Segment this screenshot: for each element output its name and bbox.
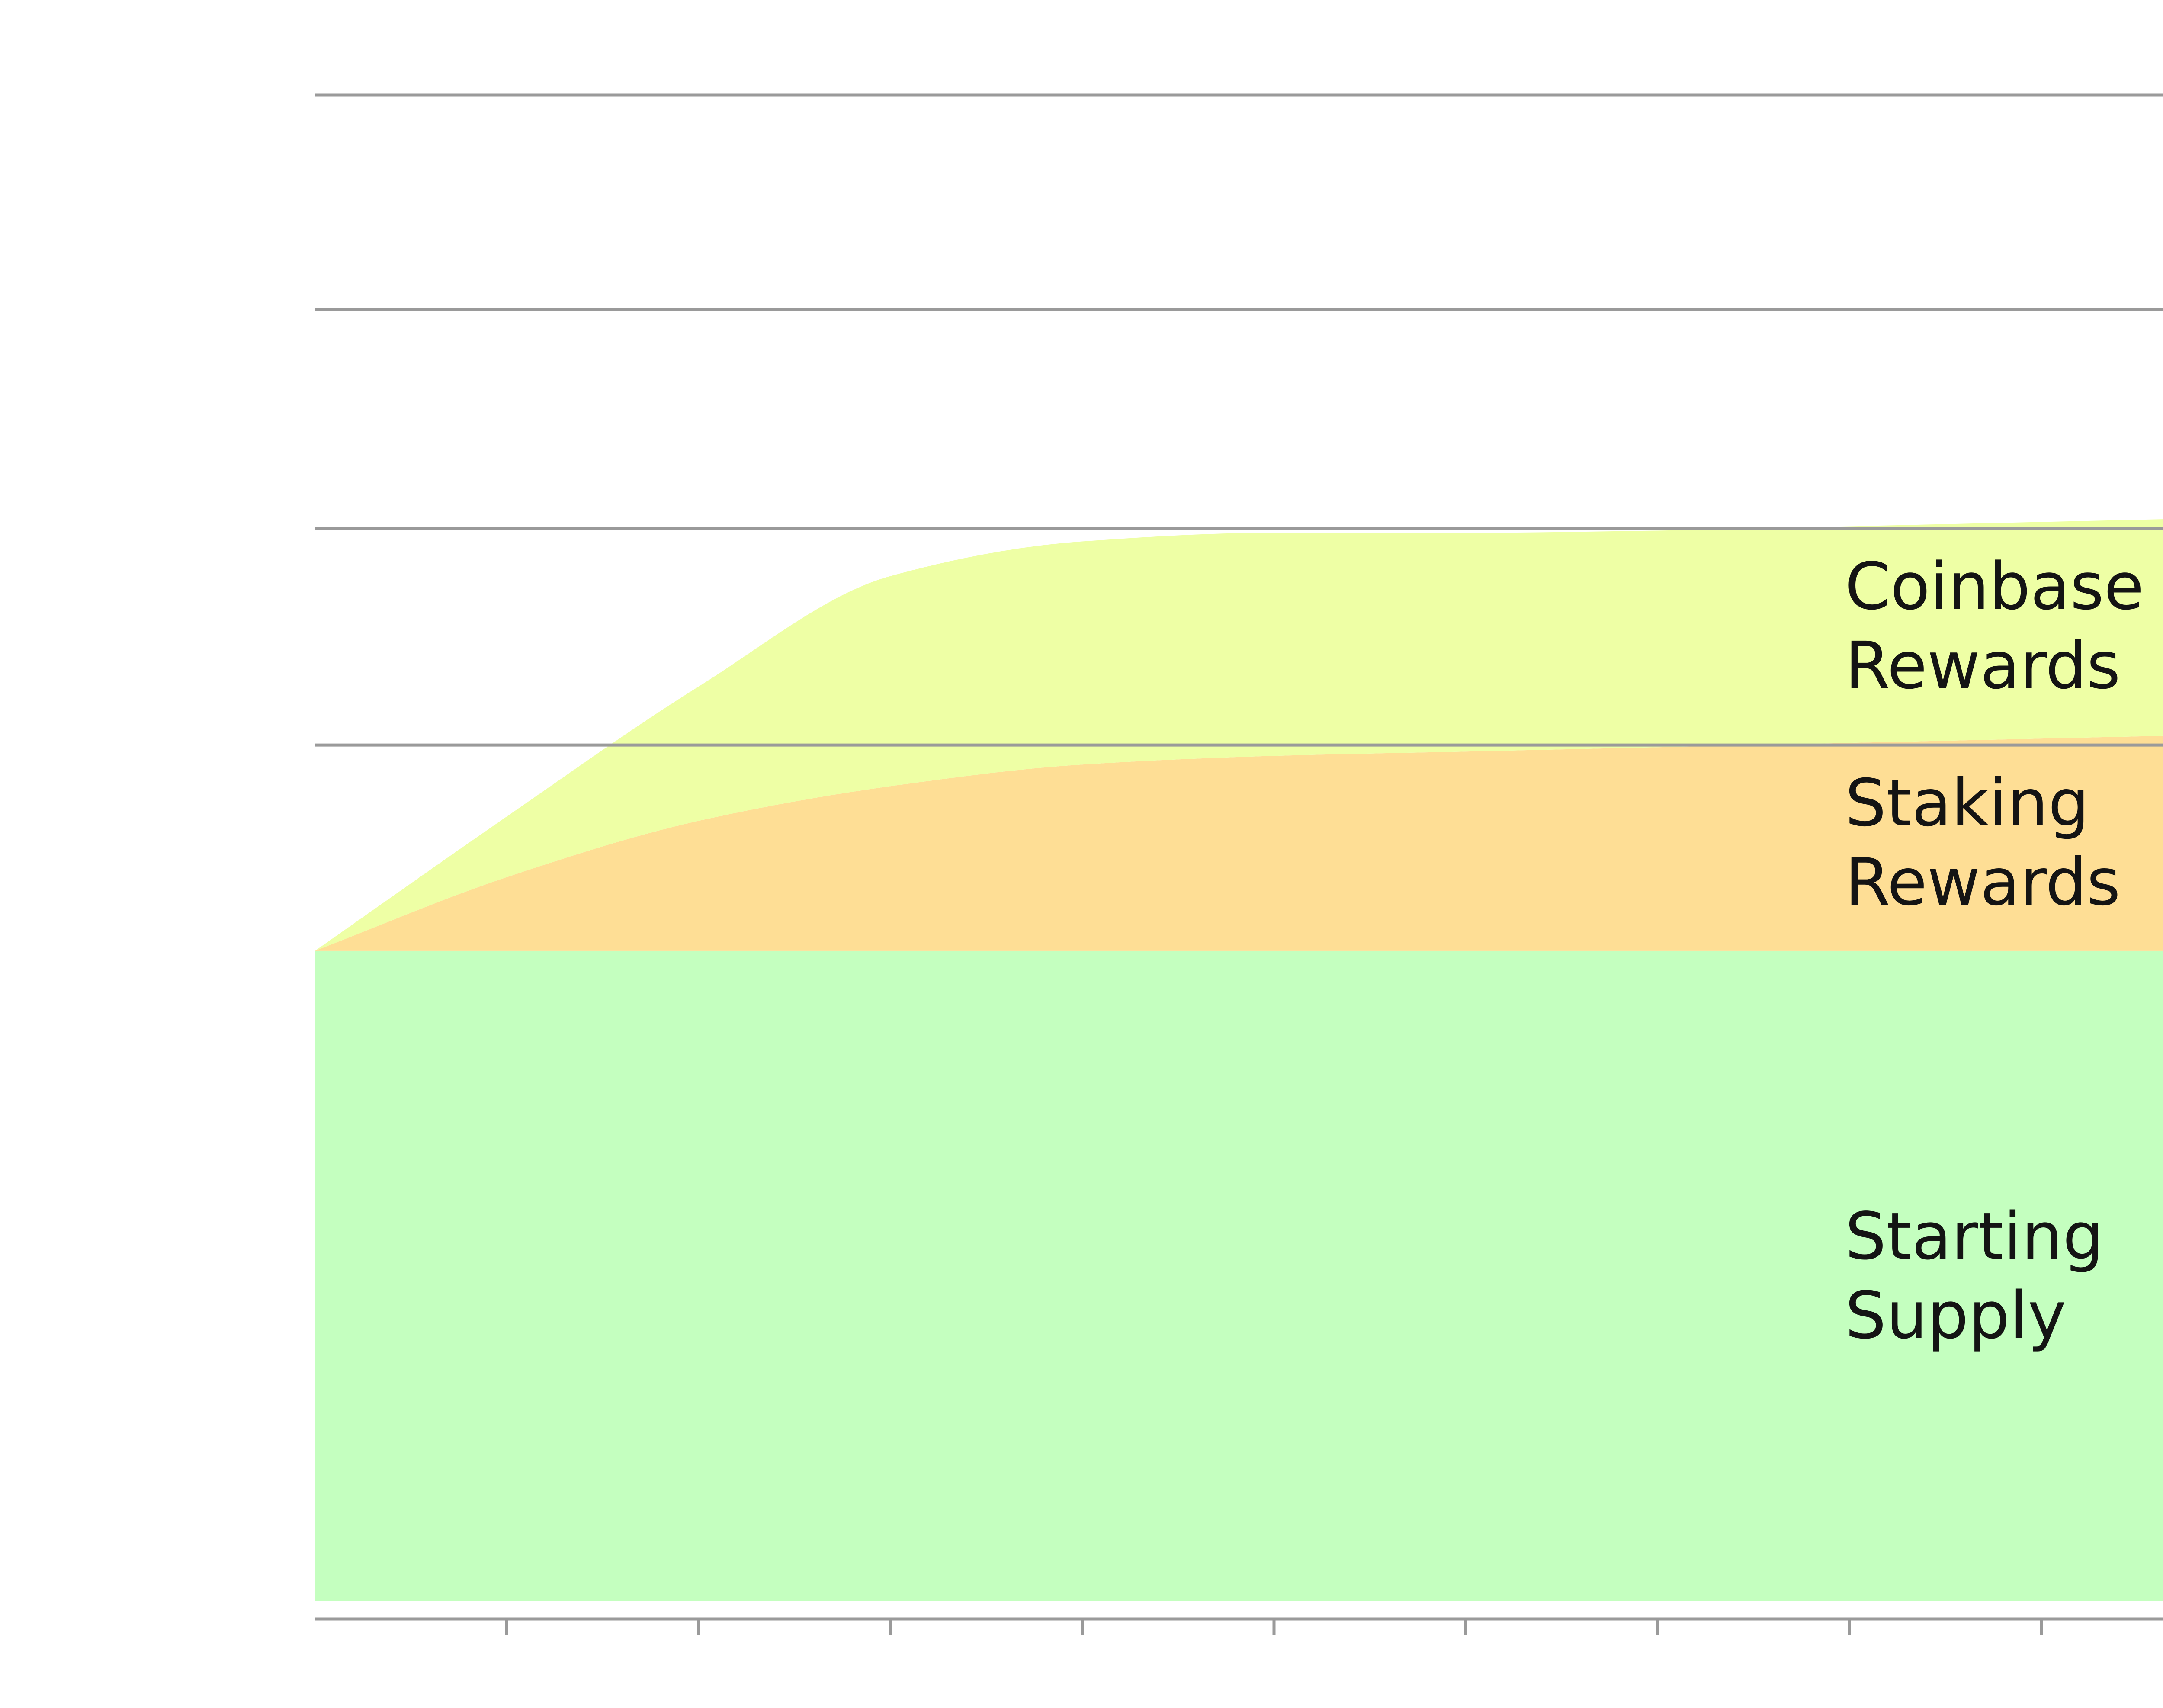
series-label-staking-rewards: Staking Rewards xyxy=(1845,766,2121,920)
series-label-line: Starting xyxy=(1845,1199,2104,1274)
gridlines xyxy=(315,93,2163,747)
series-label-coinbase-rewards: Coinbase Rewards xyxy=(1845,549,2144,703)
series-label-line: Rewards xyxy=(1845,628,2121,703)
area-coinbase-rewards xyxy=(315,519,2163,951)
x-axis xyxy=(315,1617,2163,1635)
series-label-starting-supply: Starting Supply xyxy=(1845,1199,2104,1353)
series-label-line: Staking xyxy=(1845,766,2089,841)
series-label-line: Supply xyxy=(1845,1278,2066,1353)
series-label-line: Coinbase xyxy=(1845,549,2144,624)
series-label-line: Rewards xyxy=(1845,845,2121,920)
areas-layer xyxy=(315,519,2163,1601)
area-staking-rewards xyxy=(315,735,2163,951)
area-starting-supply xyxy=(315,950,2163,1601)
